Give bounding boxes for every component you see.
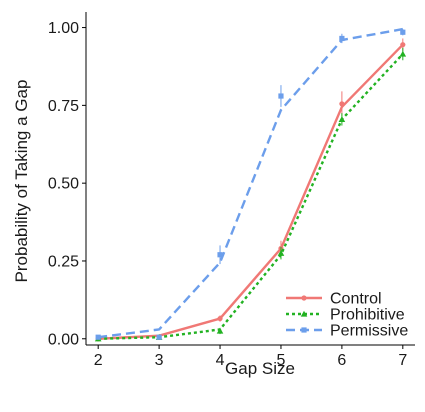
data-point-prohibitive [399,50,407,57]
data-point-prohibitive [277,249,285,256]
series-layer [94,27,407,342]
x-tick-label: 7 [398,352,407,369]
data-point-permissive [217,252,223,258]
data-point-permissive [278,93,284,99]
data-point-control [339,101,345,107]
legend-label-prohibitive: Prohibitive [330,307,405,324]
y-tick-label: 0.50 [48,176,79,193]
y-axis-title: Probability of Taking a Gap [12,80,31,283]
legend-item-prohibitive: Prohibitive [286,307,405,324]
x-tick-label: 2 [94,352,103,369]
legend-marker-control [301,295,307,301]
series-permissive [95,27,406,340]
x-tick-label: 4 [216,352,225,369]
data-point-prohibitive [338,116,346,123]
data-point-prohibitive [216,327,224,334]
data-point-permissive [156,334,162,340]
legend-item-control: Control [286,291,382,308]
x-axis-title: Gap Size [225,359,295,378]
x-tick-label: 5 [277,352,286,369]
x-tick-label: 6 [337,352,346,369]
data-point-permissive [400,29,406,35]
data-point-control [400,42,406,48]
data-point-control [217,315,223,322]
x-tick-label: 3 [155,352,164,369]
series-line-prohibitive [98,53,404,340]
data-point-permissive [339,35,345,42]
legend-marker-prohibitive [300,310,308,317]
y-tick-label: 0.75 [48,98,79,115]
legend-item-permissive: Permissive [286,323,408,340]
y-tick-label: 0.00 [48,331,79,348]
legend-label-control: Control [330,291,382,308]
legend-label-permissive: Permissive [330,323,408,340]
legend-marker-permissive [301,327,307,333]
y-tick-label: 0.25 [48,253,79,270]
axes: 0.00 0.25 0.50 0.75 1.00 2 3 4 5 6 7 [48,12,415,369]
series-line-control [98,43,404,340]
data-point-permissive [95,334,101,340]
y-tick-label: 1.00 [48,20,79,37]
